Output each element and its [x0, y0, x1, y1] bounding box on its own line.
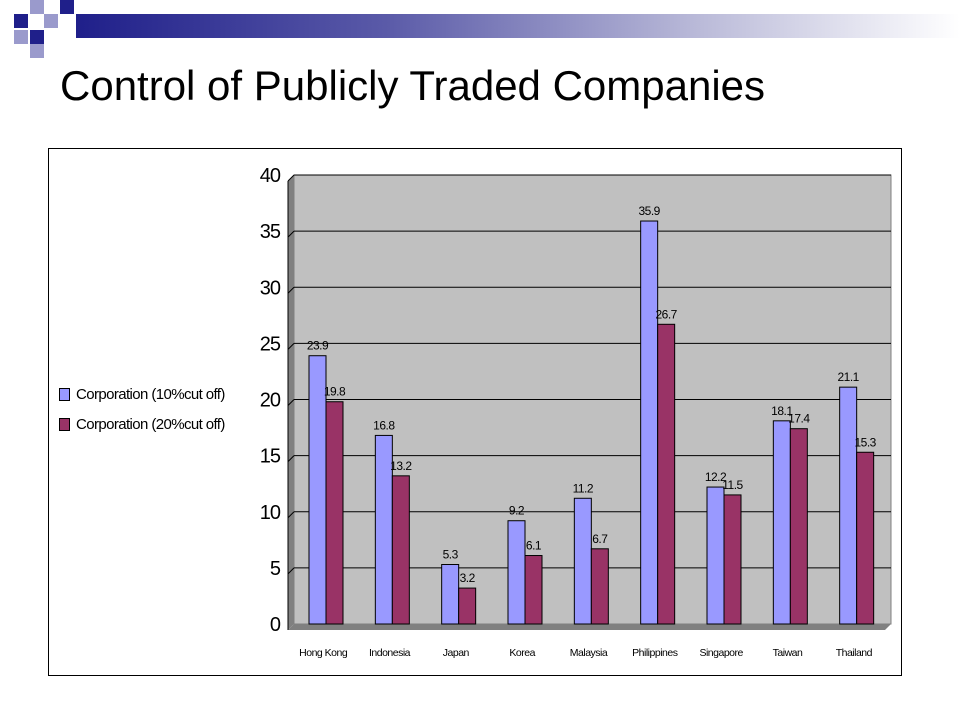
data-label: 6.1 — [526, 539, 542, 553]
data-label: 6.7 — [592, 532, 608, 546]
gridline-diagonal — [287, 174, 295, 182]
y-tick-label: 20 — [260, 390, 281, 412]
data-label: 13.2 — [390, 459, 412, 473]
bar-series-1 — [839, 386, 858, 625]
legend-swatch-series-2 — [59, 417, 70, 431]
data-label: 15.3 — [854, 435, 876, 449]
bar-series-2 — [590, 548, 609, 625]
data-label: 11.5 — [722, 478, 743, 492]
bar-series-1 — [441, 564, 460, 625]
legend-label-series-1: Corporation (10%cut off) — [76, 385, 225, 403]
bar-series-2 — [391, 475, 410, 625]
data-label: 9.2 — [509, 504, 525, 518]
bar-series-2 — [524, 555, 543, 625]
gridline-diagonal — [287, 399, 295, 406]
y-tick-label: 30 — [260, 277, 281, 299]
decorative-square-3 — [44, 14, 58, 28]
decorative-square-4 — [14, 30, 28, 44]
bar-series-2 — [723, 494, 742, 625]
x-tick-label: Singapore — [699, 647, 743, 659]
y-tick-label: 5 — [270, 558, 281, 580]
legend-label-series-2: Corporation (20%cut off) — [76, 415, 225, 433]
gridline-diagonal — [287, 230, 295, 238]
data-label: 11.2 — [573, 481, 594, 495]
decorative-square-1 — [14, 14, 28, 28]
gridline-diagonal — [287, 511, 295, 519]
data-label: 23.9 — [307, 339, 329, 353]
decorative-square-5 — [30, 30, 44, 44]
bar-series-2 — [657, 323, 676, 625]
gridline-diagonal — [287, 455, 295, 462]
x-tick-label: Indonesia — [369, 647, 411, 659]
decorative-square-7 — [30, 44, 44, 58]
data-label: 5.3 — [443, 548, 459, 562]
data-label: 19.8 — [324, 385, 346, 399]
plot-floor — [288, 624, 891, 630]
data-label: 3.2 — [460, 571, 476, 585]
bar-series-2 — [789, 428, 808, 625]
x-tick-label: Taiwan — [773, 647, 803, 659]
x-tick-label: Philippines — [632, 647, 678, 659]
decorative-header-band — [76, 14, 960, 38]
bar-series-1 — [573, 497, 592, 625]
legend-item-series-2: Corporation (20%cut off) — [59, 413, 225, 435]
data-label: 12.2 — [705, 470, 727, 484]
data-label: 18.1 — [771, 404, 793, 418]
bar-series-1 — [507, 520, 526, 625]
bar-series-2 — [325, 401, 344, 625]
data-label: 21.1 — [837, 370, 859, 384]
x-tick-label: Hong Kong — [299, 647, 348, 659]
chart-legend: Corporation (10%cut off) Corporation (20… — [59, 383, 225, 443]
data-label: 26.7 — [655, 307, 677, 321]
x-tick-label: Korea — [509, 647, 535, 659]
decorative-square-2 — [30, 0, 44, 14]
data-label: 35.9 — [638, 204, 660, 218]
gridline-diagonal — [287, 343, 295, 350]
y-tick-label: 15 — [260, 446, 281, 468]
decorative-square-6 — [60, 0, 74, 14]
y-tick-label: 0 — [270, 614, 281, 636]
bar-series-2 — [458, 587, 477, 625]
x-tick-label: Thailand — [836, 647, 873, 659]
gridline-diagonal — [287, 286, 295, 294]
data-label: 16.8 — [373, 418, 395, 432]
bar-series-1 — [772, 420, 791, 625]
slide-title: Control of Publicly Traded Companies — [60, 62, 766, 109]
chart-frame: 0 5 10 15 20 25 30 35 40 23.9 19.8 Hong Kong 16.8 13.… — [48, 148, 902, 676]
y-tick-label: 10 — [260, 502, 281, 524]
bar-series-1 — [706, 486, 725, 625]
y-tick-label: 25 — [260, 333, 281, 355]
x-tick-label: Japan — [443, 647, 470, 659]
bar-series-1 — [640, 220, 659, 625]
legend-item-series-1: Corporation (10%cut off) — [59, 383, 225, 405]
data-label: 17.4 — [788, 412, 810, 426]
legend-swatch-series-1 — [59, 387, 70, 401]
bar-chart: 0 5 10 15 20 25 30 35 40 23.9 19.8 Hong Kong 16.8 13.… — [260, 165, 892, 659]
x-tick-label: Malaysia — [570, 647, 608, 659]
y-tick-label: 35 — [260, 221, 281, 243]
y-tick-label: 40 — [260, 165, 281, 187]
bar-series-2 — [856, 451, 875, 625]
gridline-diagonal — [287, 567, 295, 575]
